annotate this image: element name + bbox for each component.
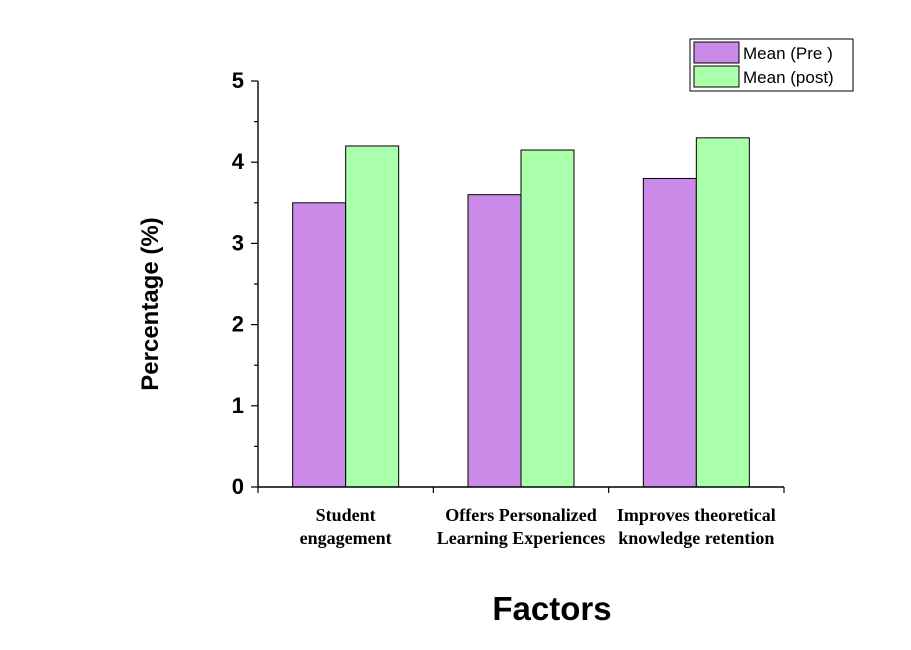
legend-swatch-post bbox=[693, 65, 740, 88]
x-tick-label: Improves theoretical knowledge retention bbox=[617, 505, 776, 548]
x-tick-label-line: knowledge retention bbox=[618, 528, 774, 548]
bars-layer bbox=[292, 137, 750, 488]
legend-swatch-pre bbox=[693, 41, 740, 64]
y-tick-label: 5 bbox=[232, 68, 244, 93]
y-tick-label: 2 bbox=[232, 312, 244, 337]
legend-label-pre: Mean (Pre ) bbox=[743, 44, 833, 63]
legend-label-post: Mean (post) bbox=[743, 68, 834, 87]
x-tick-label-line: Learning Experiences bbox=[437, 528, 606, 548]
x-tick-labels-layer: Student engagement Offers Personalized Lear… bbox=[257, 487, 785, 548]
x-tick-label-line: Offers Personalized bbox=[445, 505, 596, 525]
x-tick-label-line: engagement bbox=[300, 528, 392, 548]
bar-pre-0 bbox=[292, 202, 347, 488]
x-axis-title: Factors bbox=[492, 590, 611, 627]
y-tick-label: 1 bbox=[232, 393, 244, 418]
x-tick-label-line: Student bbox=[316, 505, 376, 525]
bar-pre-1 bbox=[467, 194, 522, 488]
bar-post-0 bbox=[345, 145, 400, 488]
bar-post-2 bbox=[695, 137, 750, 488]
bar-post-1 bbox=[520, 149, 575, 488]
legend: Mean (Pre ) Mean (post) bbox=[689, 38, 854, 92]
bar-pre-2 bbox=[642, 177, 697, 488]
y-tick-label: 3 bbox=[232, 230, 244, 255]
y-tick-label: 4 bbox=[232, 149, 245, 174]
x-tick-label-line: Improves theoretical bbox=[617, 505, 776, 525]
y-axis-title: Percentage (%) bbox=[137, 217, 164, 390]
y-tick-label: 0 bbox=[232, 474, 244, 499]
x-tick-label: Offers Personalized Learning Experiences bbox=[437, 505, 606, 548]
x-tick-label: Student engagement bbox=[300, 505, 392, 548]
y-ticks-layer: 0 1 2 3 4 5 bbox=[232, 68, 258, 499]
